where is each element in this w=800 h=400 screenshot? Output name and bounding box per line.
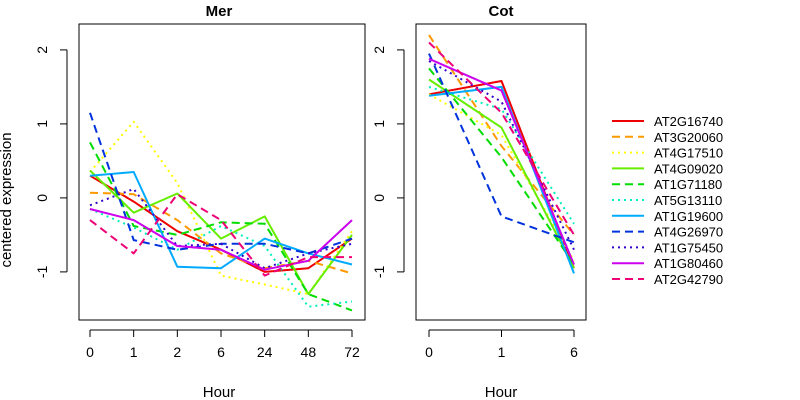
legend-label: AT1G19600 <box>654 209 723 224</box>
series-line-at4g09020 <box>428 78 575 269</box>
y-tick-label: 2 <box>371 46 387 54</box>
legend-label: AT2G16740 <box>654 114 723 129</box>
legend-label: AT5G13110 <box>654 193 722 208</box>
axis-ticks: 0 1 2 6 24 48 72 -1 0 1 2 <box>34 46 360 360</box>
series-line-at1g75450 <box>89 188 353 270</box>
y-tick-label: -1 <box>34 265 50 278</box>
x-tick-label: 1 <box>498 344 506 360</box>
panel-cot: Cot Hour 0 1 6 -1 0 1 2 <box>371 3 587 400</box>
legend-label: AT2G42790 <box>654 272 723 287</box>
legend-label: AT4G17510 <box>654 146 723 161</box>
x-tick-label: 72 <box>344 344 360 360</box>
x-tick-label: 0 <box>425 344 433 360</box>
series-lines <box>428 34 575 274</box>
panel-title: Mer <box>206 3 233 20</box>
series-line-at2g42790 <box>89 193 352 277</box>
series-line-at5g13110 <box>428 85 575 225</box>
y-tick-label: 0 <box>371 194 387 202</box>
x-tick-label: 2 <box>173 344 181 360</box>
legend-label: AT1G71180 <box>654 177 722 192</box>
legend-label: AT4G09020 <box>654 161 723 176</box>
y-tick-label: 1 <box>34 120 50 128</box>
x-axis-label: Hour <box>203 384 236 400</box>
plot-frame <box>415 23 587 321</box>
legend-label: AT1G80460 <box>654 256 723 271</box>
series-line-at1g71180 <box>428 67 575 266</box>
y-tick-label: 0 <box>34 194 50 202</box>
x-tick-label: 48 <box>301 344 317 360</box>
x-tick-label: 0 <box>86 344 94 360</box>
series-line-at4g26970 <box>428 53 575 244</box>
y-axis-label: centered expression <box>0 132 15 267</box>
series-line-at3g20060 <box>89 191 353 275</box>
series-line-at1g19600 <box>428 85 575 274</box>
panel-mer: Mer Hour centered expression 0 1 2 6 24 48 72 -… <box>0 3 366 400</box>
y-tick-label: 2 <box>34 46 50 54</box>
x-axis-label: Hour <box>485 384 518 400</box>
x-tick-label: 6 <box>217 344 225 360</box>
series-line-at1g80460 <box>428 57 575 265</box>
series-line-at4g09020 <box>89 169 353 296</box>
series-line-at2g16740 <box>428 80 575 269</box>
x-tick-label: 6 <box>570 344 578 360</box>
legend-label: AT3G20060 <box>654 130 723 145</box>
x-tick-label: 1 <box>130 344 138 360</box>
series-line-at4g17510 <box>89 120 353 296</box>
series-lines <box>89 112 353 312</box>
panel-title: Cot <box>489 3 514 20</box>
y-tick-label: 1 <box>371 120 387 128</box>
legend-label: AT4G26970 <box>654 225 723 240</box>
legend-label: AT1G75450 <box>654 240 723 255</box>
x-tick-label: 24 <box>257 344 273 360</box>
plot-frame <box>78 23 366 321</box>
series-line-at1g80460 <box>89 208 353 271</box>
series-line-at1g75450 <box>428 60 575 251</box>
series-line-at1g71180 <box>89 141 353 312</box>
series-line-at4g26970 <box>89 112 353 255</box>
legend: AT2G16740AT3G20060AT4G17510AT4G09020AT1G… <box>612 114 723 287</box>
series-line-at4g17510 <box>428 93 575 262</box>
axis-ticks: 0 1 6 -1 0 1 2 <box>371 46 578 360</box>
series-line-at2g42790 <box>428 41 575 236</box>
y-tick-label: -1 <box>371 265 387 278</box>
